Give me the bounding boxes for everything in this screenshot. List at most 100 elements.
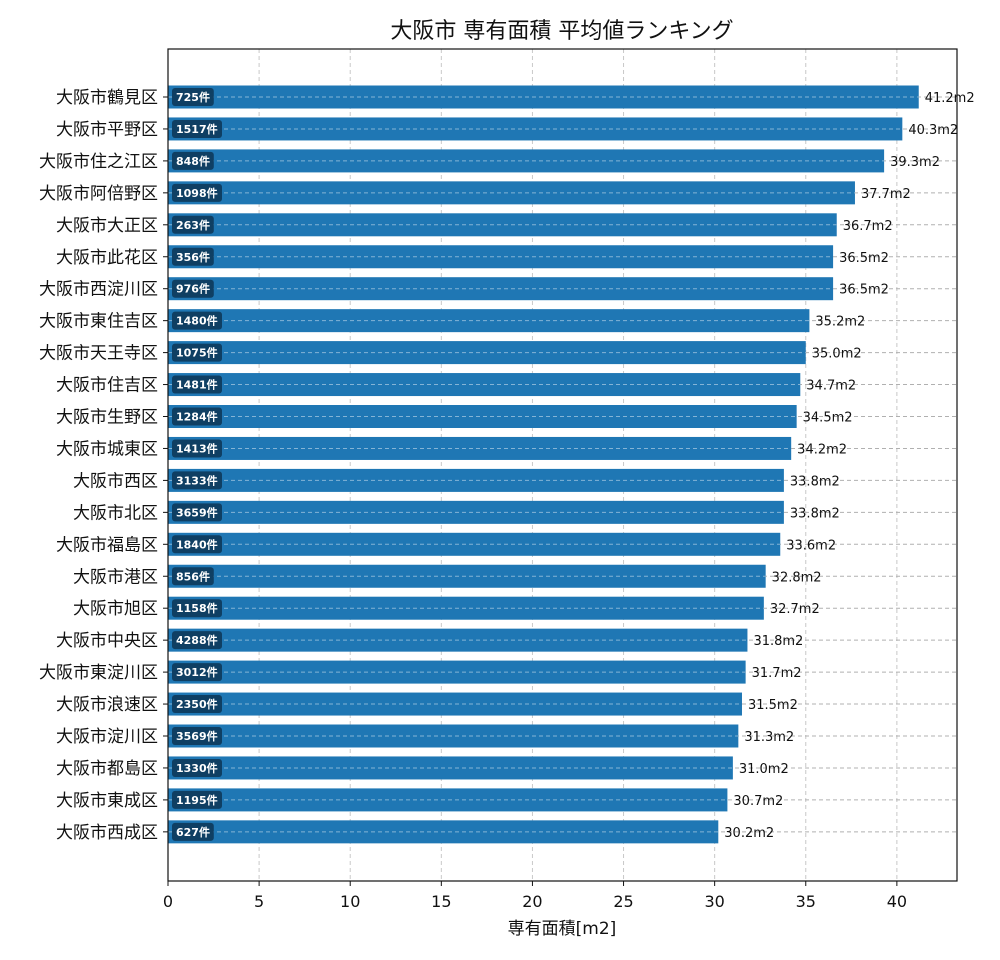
y-tick-label: 大阪市大正区	[56, 216, 158, 236]
bar	[168, 277, 834, 301]
value-label: 36.7m2	[843, 219, 893, 234]
value-label: 40.3m2	[908, 123, 958, 138]
value-label: 35.2m2	[815, 315, 865, 330]
value-label: 31.7m2	[752, 666, 802, 681]
y-tick-label: 大阪市平野区	[56, 120, 158, 140]
bar	[168, 788, 728, 812]
count-label: 1158件	[176, 601, 218, 615]
count-badge	[172, 695, 222, 714]
y-tick-label: 大阪市中央区	[56, 631, 158, 651]
bar	[168, 181, 855, 205]
count-badge	[172, 599, 222, 618]
value-label: 41.2m2	[925, 91, 975, 106]
count-label: 1840件	[176, 537, 218, 551]
value-label: 34.7m2	[806, 379, 856, 394]
value-label: 34.5m2	[803, 411, 853, 426]
count-badge	[172, 758, 222, 777]
count-label: 263件	[176, 218, 210, 232]
bar	[168, 756, 733, 780]
value-label: 30.7m2	[733, 794, 783, 809]
chart-title: 大阪市 専有面積 平均値ランキング	[390, 19, 733, 44]
x-tick-label: 35	[796, 892, 816, 911]
count-badge	[172, 535, 222, 554]
bar	[168, 468, 784, 492]
value-label: 36.5m2	[839, 283, 889, 298]
bar	[168, 405, 797, 428]
value-label: 31.0m2	[739, 762, 789, 777]
bar	[168, 564, 766, 588]
count-badge	[172, 407, 222, 426]
count-label: 1330件	[176, 761, 218, 775]
bars: 725件 41.2m2 1517件 40.3m2 848件 39.3m2 1098件 37.7…	[168, 85, 975, 844]
x-tick-label: 30	[704, 892, 724, 911]
count-label: 1517件	[176, 122, 218, 136]
count-label: 1480件	[176, 314, 218, 328]
count-label: 1195件	[176, 793, 218, 807]
count-badge	[172, 88, 214, 106]
count-badge	[172, 471, 222, 490]
count-label: 856件	[176, 569, 210, 583]
count-label: 976件	[176, 282, 210, 296]
count-badge	[172, 727, 222, 745]
value-label: 30.2m2	[724, 826, 774, 841]
count-badge	[172, 822, 214, 841]
y-tick-label: 大阪市浪速区	[56, 695, 158, 715]
y-tick-label: 大阪市西成区	[56, 823, 158, 843]
count-label: 2350件	[176, 697, 218, 711]
count-label: 1481件	[176, 378, 218, 392]
y-tick-label: 大阪市此花区	[56, 248, 158, 268]
count-label: 1284件	[176, 410, 218, 424]
x-tick-label: 25	[613, 892, 633, 911]
count-label: 725件	[176, 90, 210, 104]
bar	[168, 500, 784, 524]
bar	[168, 820, 719, 844]
y-tick-label: 大阪市西淀川区	[39, 280, 158, 300]
value-label: 31.3m2	[744, 730, 794, 745]
x-tick-label: 0	[163, 892, 173, 911]
y-tick-label: 大阪市北区	[73, 503, 158, 523]
x-tick-label: 5	[254, 892, 264, 911]
y-tick-label: 大阪市淀川区	[56, 727, 158, 747]
value-label: 33.8m2	[790, 506, 840, 521]
count-badge	[172, 343, 222, 362]
count-label: 1413件	[176, 441, 218, 455]
count-label: 1098件	[176, 186, 218, 200]
y-axis-ticks: 大阪市鶴見区大阪市平野区大阪市住之江区大阪市阿倍野区大阪市大正区大阪市此花区大阪…	[39, 88, 168, 843]
count-badge	[172, 631, 222, 650]
value-label: 32.8m2	[772, 570, 822, 585]
bar	[168, 532, 781, 556]
bar	[168, 724, 739, 748]
value-label: 39.3m2	[890, 155, 940, 170]
y-tick-label: 大阪市東成区	[56, 791, 158, 811]
count-label: 848件	[176, 154, 210, 168]
plot-frame	[167, 48, 958, 882]
bar	[168, 245, 834, 269]
y-tick-label: 大阪市港区	[73, 567, 158, 587]
count-label: 627件	[176, 825, 210, 839]
count-badge	[172, 279, 214, 298]
value-label: 36.5m2	[839, 251, 889, 266]
count-label: 3133件	[176, 473, 218, 487]
count-badge	[172, 119, 222, 138]
bar	[168, 692, 742, 716]
bar	[168, 213, 837, 237]
value-label: 31.8m2	[753, 634, 803, 649]
value-label: 37.7m2	[861, 187, 911, 202]
count-label: 1075件	[176, 346, 218, 360]
y-tick-label: 大阪市鶴見区	[56, 88, 158, 108]
y-tick-label: 大阪市旭区	[73, 599, 158, 619]
y-tick-label: 大阪市生野区	[56, 408, 158, 428]
count-badge	[172, 663, 222, 682]
value-label: 33.6m2	[786, 538, 836, 553]
bar	[168, 85, 919, 109]
count-badge	[172, 183, 222, 202]
count-label: 3012件	[176, 665, 218, 679]
x-axis-ticks: 0 5 10 15 20 25 30 35 40	[163, 881, 907, 911]
bar	[168, 373, 801, 397]
y-tick-label: 大阪市城東区	[56, 439, 158, 459]
bar	[168, 596, 764, 620]
count-badge	[172, 790, 222, 809]
x-tick-label: 40	[887, 892, 907, 911]
y-tick-label: 大阪市住吉区	[56, 376, 158, 396]
